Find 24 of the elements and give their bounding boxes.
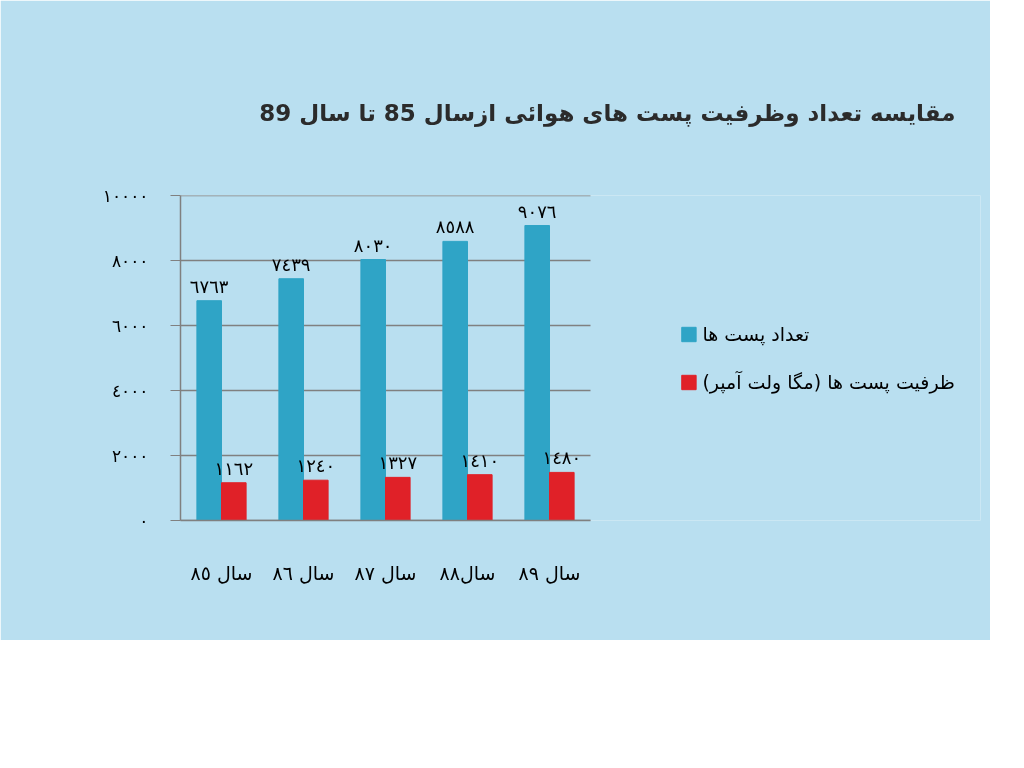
y-tick-label: ٠ (139, 510, 149, 531)
x-tick-label: سال ٨٩ (518, 561, 581, 584)
legend-label: تعداد پست ها (702, 322, 810, 345)
y-tick-label: ٢٠٠٠ (111, 445, 149, 466)
legend-label: ظرفیت پست ها (مگا ولت آمپر) (702, 370, 955, 393)
chart-title: مقایسه تعداد وظرفیت پست های هوائی ازسال 85 تا سال 89 (259, 99, 956, 127)
bar (467, 474, 493, 521)
x-tick-label: سال ٨٥ (190, 561, 253, 584)
data-label: ٧٤٣٩ (271, 253, 311, 275)
bar (303, 479, 329, 521)
y-tick-label: ٦٠٠٠ (111, 315, 149, 336)
y-tick-label: ٤٠٠٠ (111, 380, 149, 401)
bar (221, 482, 247, 521)
x-tick-label: سال ٨٧ (354, 561, 417, 584)
data-label: ٦٧٦٣ (189, 275, 229, 297)
y-tick-label: ٨٠٠٠ (111, 250, 149, 271)
x-tick-label: سال٨٨ (439, 561, 496, 584)
data-label: ٨٥٨٨ (435, 216, 475, 238)
data-label: ٩٠٧٦ (517, 200, 557, 222)
bar (385, 476, 411, 521)
y-tick-label: ١٠٠٠٠ (102, 185, 149, 206)
bar (549, 471, 575, 521)
x-tick-label: سال ٨٦ (272, 561, 335, 584)
data-label: ٨٠٣٠ (353, 234, 393, 256)
